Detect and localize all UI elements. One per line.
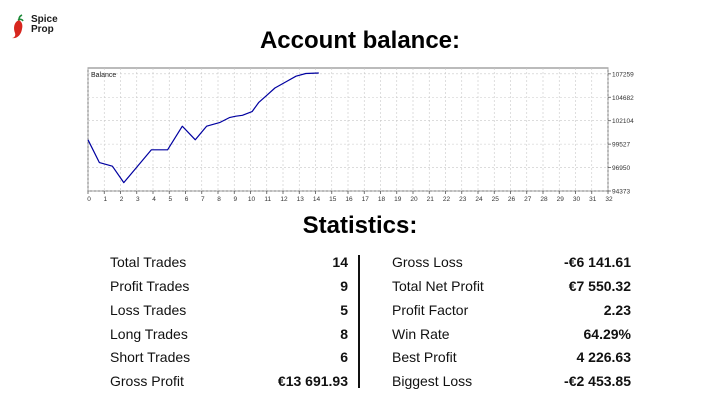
stat-label: Total Trades bbox=[110, 254, 187, 270]
stat-left-row: Total Trades 14 bbox=[110, 252, 348, 272]
spice-prop-logo: Spice Prop bbox=[10, 14, 80, 42]
stat-label: Biggest Loss bbox=[392, 373, 473, 389]
x-tick-label: 24 bbox=[475, 196, 483, 203]
x-tick-label: 17 bbox=[362, 196, 370, 203]
chart-grid bbox=[87, 68, 609, 192]
stat-value: €13 691.93 bbox=[277, 373, 348, 389]
stat-value: 8 bbox=[340, 326, 348, 342]
stat-label: Loss Trades bbox=[110, 302, 187, 318]
x-tick-label: 32 bbox=[605, 196, 613, 203]
y-tick-label: 104682 bbox=[612, 95, 634, 102]
stat-label: Profit Factor bbox=[392, 302, 469, 318]
x-tick-label: 0 bbox=[87, 196, 91, 203]
x-tick-label: 9 bbox=[233, 196, 237, 203]
x-tick-label: 8 bbox=[217, 196, 221, 203]
stat-label: Long Trades bbox=[110, 326, 188, 342]
brand-name: Spice Prop bbox=[31, 14, 58, 35]
stat-value: 9 bbox=[340, 278, 348, 294]
stat-left-row: Short Trades 6 bbox=[110, 347, 348, 367]
x-axis-ticks: 0 1 2 3 4 5 6 7 8 9 10 11 12 13 14 15 16 17 18 19 20 21 22 23 24… bbox=[87, 191, 613, 203]
x-tick-label: 13 bbox=[297, 196, 305, 203]
stat-right-row: Gross Loss -€6 141.61 bbox=[392, 252, 631, 272]
x-tick-label: 7 bbox=[201, 196, 205, 203]
stat-value: 4 226.63 bbox=[576, 349, 632, 365]
x-tick-label: 19 bbox=[394, 196, 402, 203]
y-tick-label: 99527 bbox=[612, 142, 630, 149]
x-tick-label: 31 bbox=[589, 196, 597, 203]
stat-label: Gross Loss bbox=[392, 254, 463, 270]
chart-title: Balance bbox=[91, 72, 116, 79]
y-tick-label: 102104 bbox=[612, 118, 634, 125]
balance-line bbox=[87, 72, 319, 184]
x-tick-label: 28 bbox=[540, 196, 548, 203]
x-tick-label: 20 bbox=[410, 196, 418, 203]
y-tick-label: 107259 bbox=[612, 71, 634, 78]
x-tick-label: 1 bbox=[103, 196, 107, 203]
x-tick-label: 15 bbox=[329, 196, 337, 203]
chili-pepper-icon bbox=[12, 14, 24, 39]
stat-value: 6 bbox=[340, 349, 348, 365]
x-tick-label: 27 bbox=[524, 196, 532, 203]
x-tick-label: 25 bbox=[492, 196, 500, 203]
x-tick-label: 16 bbox=[345, 196, 353, 203]
stat-label: Gross Profit bbox=[110, 373, 184, 389]
stat-left-row: Profit Trades 9 bbox=[110, 276, 348, 296]
y-tick-label: 96950 bbox=[612, 165, 630, 172]
x-tick-label: 5 bbox=[168, 196, 172, 203]
stat-value: 2.23 bbox=[603, 302, 631, 318]
stat-label: Best Profit bbox=[392, 349, 457, 365]
stat-value: 14 bbox=[332, 254, 348, 270]
x-tick-label: 29 bbox=[557, 196, 565, 203]
stat-right-row: Biggest Loss -€2 453.85 bbox=[392, 371, 631, 391]
x-tick-label: 26 bbox=[508, 196, 516, 203]
stat-value: -€6 141.61 bbox=[564, 254, 631, 270]
x-tick-label: 11 bbox=[264, 196, 271, 203]
x-tick-label: 18 bbox=[378, 196, 386, 203]
stat-left-row: Gross Profit €13 691.93 bbox=[110, 371, 348, 391]
stat-value: 64.29% bbox=[583, 326, 631, 342]
stat-value: €7 550.32 bbox=[568, 278, 631, 294]
statistics-title: Statistics: bbox=[302, 212, 418, 239]
stat-label: Short Trades bbox=[110, 349, 191, 365]
x-tick-label: 14 bbox=[313, 196, 321, 203]
x-tick-label: 6 bbox=[185, 196, 189, 203]
x-tick-label: 30 bbox=[573, 196, 581, 203]
stat-label: Win Rate bbox=[392, 326, 450, 342]
y-tick-label: 94373 bbox=[612, 189, 630, 196]
stat-left-row: Loss Trades 5 bbox=[110, 300, 348, 320]
x-tick-label: 3 bbox=[136, 196, 140, 203]
stat-label: Profit Trades bbox=[110, 278, 190, 294]
account-balance-title: Account balance: bbox=[259, 27, 461, 54]
chart-series bbox=[87, 72, 319, 184]
x-tick-label: 10 bbox=[248, 196, 256, 203]
x-tick-label: 22 bbox=[443, 196, 451, 203]
x-tick-label: 21 bbox=[427, 196, 435, 203]
stat-value: -€2 453.85 bbox=[564, 373, 631, 389]
stat-right-row: Total Net Profit €7 550.32 bbox=[392, 276, 631, 296]
x-tick-label: 2 bbox=[120, 196, 124, 203]
stat-right-row: Best Profit 4 226.63 bbox=[392, 347, 631, 367]
x-tick-label: 23 bbox=[459, 196, 467, 203]
stat-left-row: Long Trades 8 bbox=[110, 324, 348, 344]
stat-value: 5 bbox=[340, 302, 348, 318]
stat-right-row: Win Rate 64.29% bbox=[392, 324, 631, 344]
stat-label: Total Net Profit bbox=[392, 278, 484, 294]
y-axis-ticks: 94373 96950 99527 102104 104682 107259 bbox=[608, 71, 634, 196]
x-tick-label: 4 bbox=[152, 196, 156, 203]
stats-divider bbox=[358, 255, 360, 388]
x-tick-label: 12 bbox=[280, 196, 288, 203]
stat-right-row: Profit Factor 2.23 bbox=[392, 300, 631, 320]
